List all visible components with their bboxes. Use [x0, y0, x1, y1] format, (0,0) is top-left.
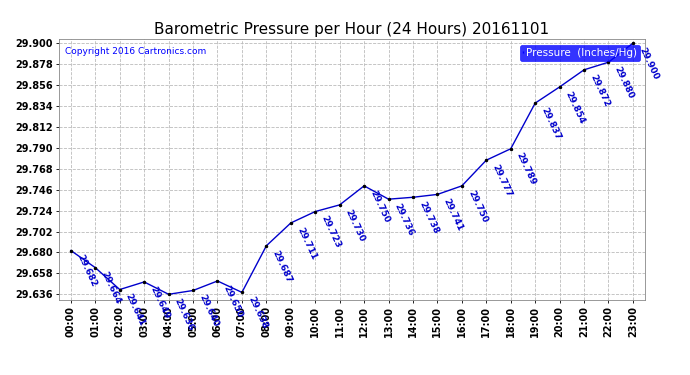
Text: 29.880: 29.880	[613, 65, 635, 100]
Title: Barometric Pressure per Hour (24 Hours) 20161101: Barometric Pressure per Hour (24 Hours) …	[155, 22, 549, 37]
Text: 29.638: 29.638	[246, 295, 269, 330]
Text: 29.640: 29.640	[197, 293, 220, 328]
Text: 29.636: 29.636	[172, 297, 196, 332]
Text: 29.649: 29.649	[148, 285, 171, 320]
Text: 29.789: 29.789	[515, 152, 538, 187]
Text: 29.777: 29.777	[491, 163, 513, 199]
Text: 29.682: 29.682	[75, 254, 98, 289]
Text: 29.687: 29.687	[270, 249, 293, 284]
Text: 29.641: 29.641	[124, 292, 147, 328]
Text: 29.750: 29.750	[368, 189, 391, 224]
Text: 29.730: 29.730	[344, 208, 366, 243]
Text: 29.900: 29.900	[637, 46, 660, 81]
Text: 29.736: 29.736	[393, 202, 415, 237]
Text: 29.664: 29.664	[99, 270, 122, 306]
Text: 29.837: 29.837	[540, 106, 562, 141]
Text: 29.650: 29.650	[221, 284, 244, 319]
Text: 29.872: 29.872	[588, 73, 611, 108]
Text: 29.711: 29.711	[295, 226, 318, 261]
Text: 29.854: 29.854	[564, 90, 586, 125]
Text: Copyright 2016 Cartronics.com: Copyright 2016 Cartronics.com	[65, 47, 206, 56]
Text: 29.738: 29.738	[417, 200, 440, 236]
Legend: Pressure  (Inches/Hg): Pressure (Inches/Hg)	[520, 45, 640, 61]
Text: 29.750: 29.750	[466, 189, 489, 224]
Text: 29.741: 29.741	[442, 197, 464, 233]
Text: 29.723: 29.723	[319, 214, 342, 250]
